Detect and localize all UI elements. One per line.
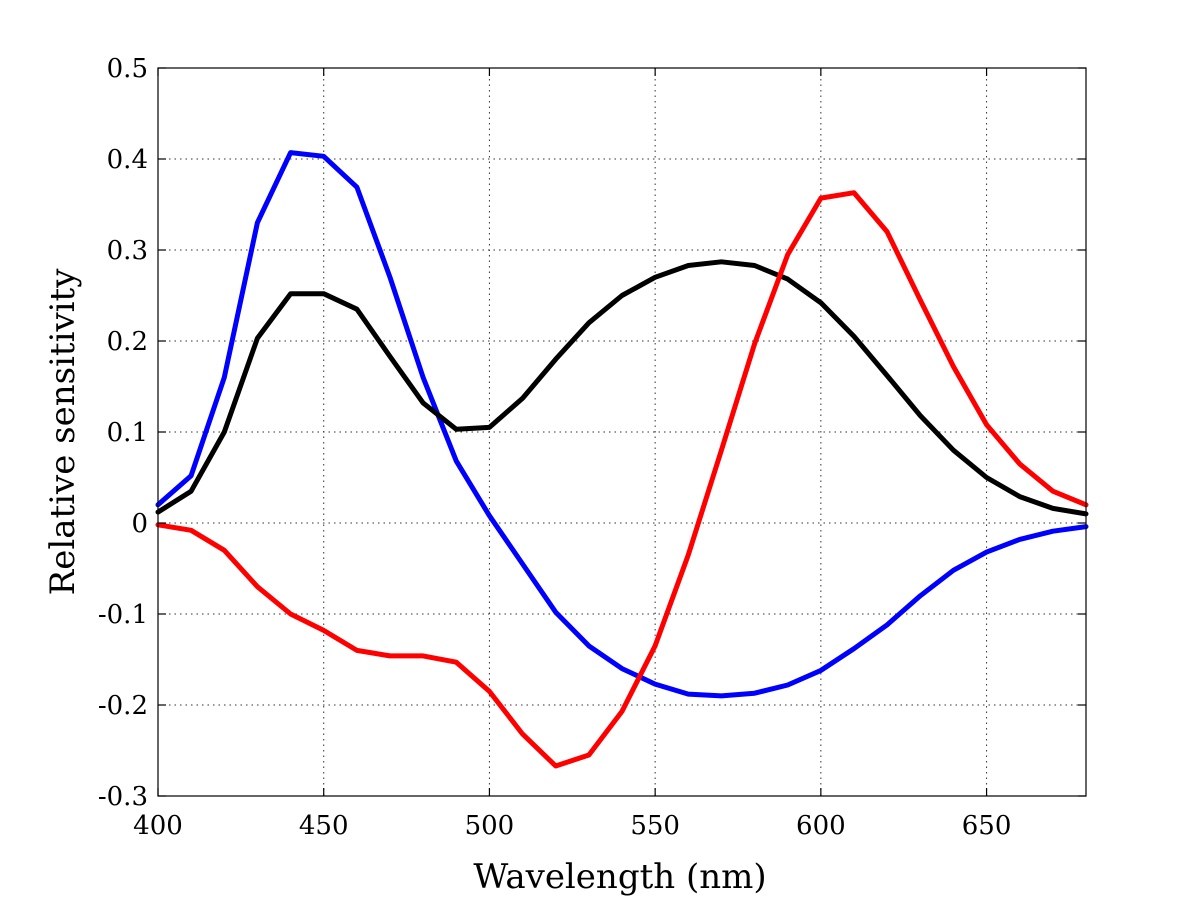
x-tick-label: 600 [796,811,846,841]
x-tick-label: 500 [465,811,515,841]
series-line-3 [155,190,1089,769]
x-tick-label: 450 [299,811,349,841]
x-tick-label: 550 [630,811,680,841]
y-tick-label: 0.2 [107,327,148,357]
x-tick-labels: 400 450 500 550 600 650 [133,811,1011,841]
series-line-2 [155,259,1089,517]
y-axis-title: Relative sensitivity [43,268,83,596]
series-line-1 [155,150,1089,699]
y-tick-label: 0.4 [107,145,148,175]
x-tick-label: 400 [133,811,183,841]
tick-marks [157,67,1086,797]
y-tick-label: -0.2 [98,691,148,721]
series-lines [155,150,1089,769]
y-tick-label: -0.1 [98,600,148,630]
y-tick-label: 0.1 [107,418,148,448]
y-tick-label: -0.3 [98,782,148,812]
y-tick-labels: -0.3 -0.2 -0.1 0 0.1 0.2 0.3 0.4 0.5 [98,54,148,812]
y-tick-label: 0.3 [107,236,148,266]
x-tick-label: 650 [962,811,1012,841]
grid [158,68,1086,796]
x-axis-title: Wavelength (nm) [473,857,766,897]
plot-frame [157,67,1087,797]
y-tick-label: 0 [131,509,148,539]
y-tick-label: 0.5 [107,54,148,84]
